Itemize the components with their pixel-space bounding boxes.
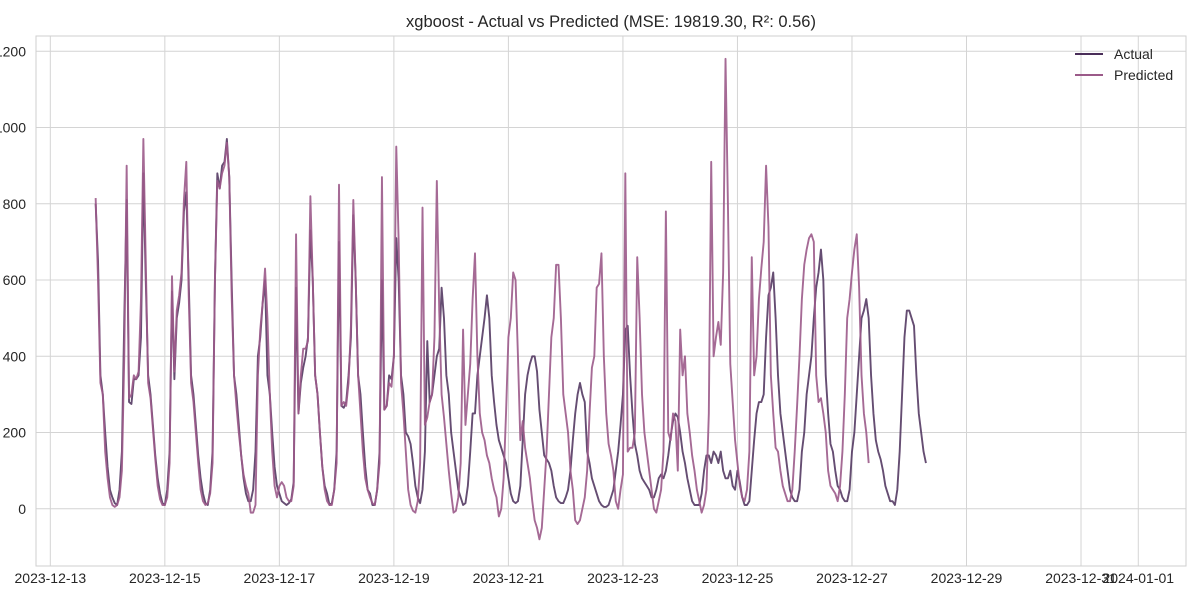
x-tick-label: 2023-12-27: [816, 570, 888, 586]
y-tick-label: 400: [3, 348, 27, 364]
x-tick-label: 2023-12-19: [358, 570, 430, 586]
x-tick-label: 2023-12-29: [931, 570, 1003, 586]
plot-area-frame: [35, 35, 1187, 567]
y-tick-label: 600: [3, 272, 27, 288]
x-tick-label: 2023-12-21: [473, 570, 545, 586]
x-tick-label: 2023-12-25: [702, 570, 774, 586]
y-tick-label: 0: [18, 501, 26, 517]
series-lines: [94, 57, 927, 541]
series-line-predicted: [94, 57, 870, 541]
y-axis-tick-labels: 0 200 400 600 800 1000 1200: [0, 43, 26, 517]
x-tick-label: 2023-12-23: [587, 570, 659, 586]
legend-label-predicted: Predicted: [1114, 67, 1173, 83]
x-tick-label: 2023-12-17: [244, 570, 316, 586]
chart-title: xgboost - Actual vs Predicted (MSE: 1981…: [406, 13, 816, 31]
x-tick-label: 2023-12-31: [1045, 570, 1117, 586]
x-tick-label: 2024-01-01: [1102, 570, 1174, 586]
x-tick-label: 2023-12-15: [129, 570, 201, 586]
legend-label-actual: Actual: [1114, 46, 1153, 62]
y-tick-label: 1200: [0, 43, 26, 59]
x-tick-label: 2023-12-13: [15, 570, 87, 586]
legend: Actual Predicted: [1075, 46, 1173, 83]
x-axis-tick-labels: 2023-12-13 2023-12-15 2023-12-17 2023-12-19…: [15, 570, 1175, 586]
y-tick-label: 200: [3, 425, 27, 441]
y-tick-label: 800: [3, 196, 27, 212]
y-tick-label: 1000: [0, 120, 26, 136]
